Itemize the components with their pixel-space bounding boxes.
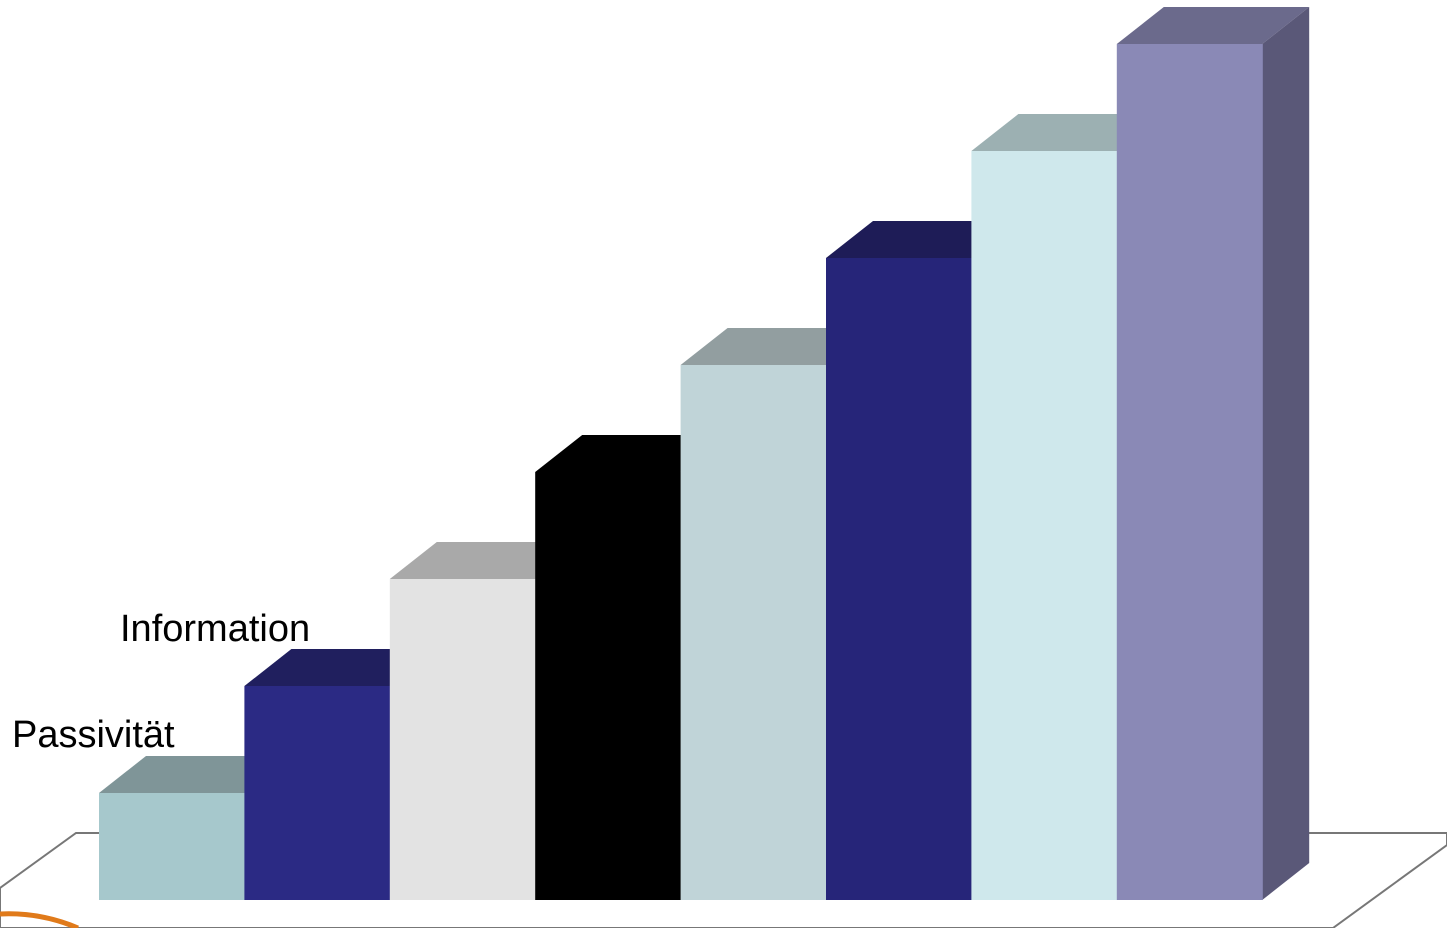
bar-front-face xyxy=(244,686,391,900)
bar-top-face xyxy=(99,756,292,793)
bar-side-face xyxy=(1262,7,1310,900)
bar-top-face xyxy=(971,114,1164,151)
category-label-2: Information xyxy=(120,608,311,650)
bar-8 xyxy=(1116,7,1310,900)
bar-front-face xyxy=(535,472,682,900)
bar-front-face xyxy=(680,365,827,900)
bar-top-face xyxy=(826,221,1019,258)
bar-front-face xyxy=(389,579,536,900)
bar-front-face xyxy=(826,258,972,900)
bar-top-face xyxy=(244,649,437,686)
bar-front-face xyxy=(1116,44,1263,900)
floor-accent xyxy=(0,911,79,928)
bar-front-face xyxy=(99,793,245,900)
bar-top-face xyxy=(535,435,728,472)
category-label-1: Passivität xyxy=(12,714,175,756)
bar-top-face xyxy=(680,328,873,365)
bar-top-face xyxy=(1116,7,1310,44)
bar-top-face xyxy=(389,542,583,579)
bar-front-face xyxy=(971,151,1118,900)
